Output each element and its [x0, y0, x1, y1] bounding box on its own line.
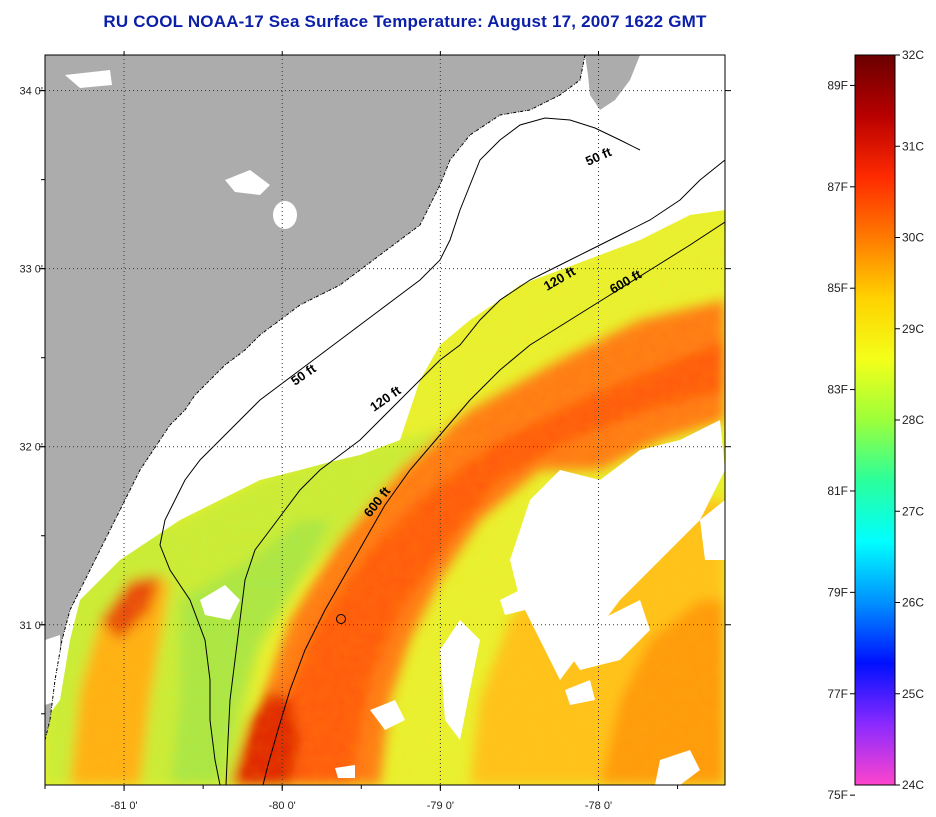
colorbar-label-celsius: 29C — [902, 322, 924, 336]
lat-tick-label: 33 0' — [19, 264, 43, 276]
colorbar-label-celsius: 32C — [902, 48, 924, 62]
inland-water-bodies — [45, 70, 297, 705]
lat-lon-grid — [45, 55, 725, 785]
colorbar-label-fahrenheit: 85F — [827, 281, 848, 295]
lon-tick-label: -78 0' — [585, 800, 612, 812]
map-frame — [44, 54, 726, 786]
lon-tick-label: -80 0' — [269, 800, 296, 812]
map-title: RU COOL NOAA-17 Sea Surface Temperature:… — [103, 12, 707, 31]
lon-tick-label: -79 0' — [427, 800, 454, 812]
cloud-mask-patches — [200, 420, 725, 785]
colorbar-label-celsius: 25C — [902, 687, 924, 701]
colorbar-label-fahrenheit: 79F — [827, 585, 848, 599]
lat-tick-label: 31 0' — [19, 620, 43, 632]
axis-ticks: -81 0' -80 0' -79 0' -78 0' 34 0' 33 0' 32 0' 3… — [19, 51, 731, 812]
colorbar-label-fahrenheit: 81F — [827, 484, 848, 498]
colorbar-label-fahrenheit: 75F — [827, 788, 848, 802]
lat-tick-label: 34 0' — [19, 86, 43, 98]
map-plot-area: 50 ft 50 ft 120 ft 120 ft 600 ft 600 ft — [45, 55, 725, 785]
colorbar-label-fahrenheit: 89F — [827, 78, 848, 92]
colorbar-label-fahrenheit: 77F — [827, 687, 848, 701]
colorbar-label-celsius: 30C — [902, 231, 924, 245]
colorbar-label-celsius: 27C — [902, 504, 924, 518]
contour-120ft — [225, 159, 725, 785]
colorbar — [854, 54, 896, 786]
station-marker-icon — [336, 614, 346, 624]
colorbar-label-celsius: 24C — [902, 778, 924, 792]
colorbar-labels: 32C 31C 30C 29C 28C 27C 26C 25C 24C 89F 87F 85F 83F 8… — [827, 48, 924, 802]
contour-50ft — [159, 117, 641, 785]
colorbar-label-celsius: 28C — [902, 413, 924, 427]
colorbar-label-fahrenheit: 87F — [827, 180, 848, 194]
lat-tick-label: 32 0' — [19, 442, 43, 454]
outer-banks-land — [585, 55, 640, 110]
colorbar-label-celsius: 26C — [902, 596, 924, 610]
colorbar-label-fahrenheit: 83F — [827, 383, 848, 397]
contour-600ft — [262, 221, 725, 785]
colorbar-label-celsius: 31C — [902, 139, 924, 153]
lon-tick-label: -81 0' — [110, 800, 137, 812]
land-mass — [45, 55, 585, 740]
